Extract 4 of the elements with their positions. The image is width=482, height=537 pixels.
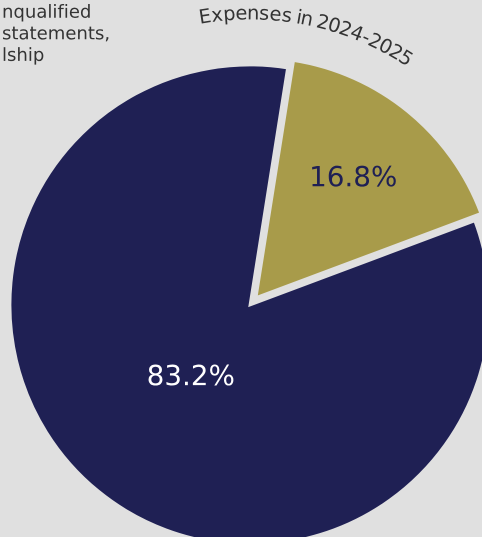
data-label: 16.8%: [312, 166, 396, 187]
category-label: Expenses in 2024-2025: [200, 8, 414, 66]
data-label: 83.2%: [148, 364, 234, 386]
text: nqualified statements, lship: [2, 4, 108, 65]
